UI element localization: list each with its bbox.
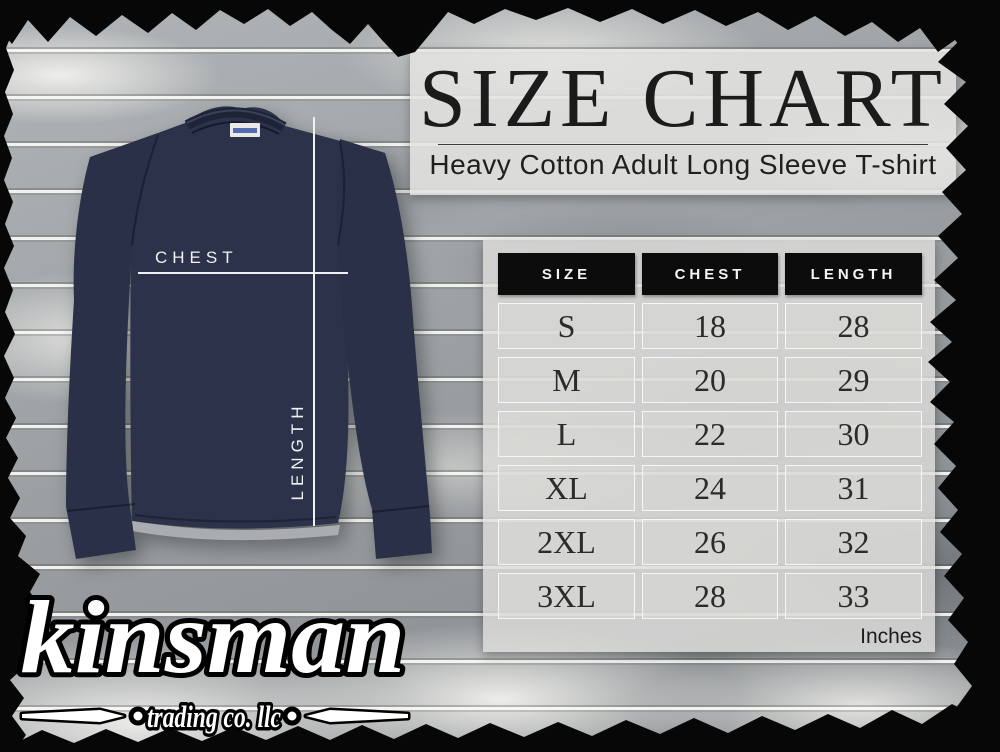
chest-cell: 20 xyxy=(642,357,778,403)
size-cell: M xyxy=(498,357,635,403)
right-armhole-seam xyxy=(337,140,346,246)
length-cell: 29 xyxy=(785,357,922,403)
title-panel: SIZE CHART Heavy Cotton Adult Long Sleev… xyxy=(410,49,956,195)
size-cell: XL xyxy=(498,465,635,511)
brand-tagline: trading co. llc xyxy=(147,699,281,734)
length-cell: 28 xyxy=(785,303,922,349)
left-armhole-seam xyxy=(131,134,159,246)
left-cuff-seam xyxy=(66,503,136,512)
collar-inner-seam xyxy=(191,121,280,135)
brand-logo: kinsman trading co. llc xyxy=(16,575,411,738)
column-header-size: SIZE xyxy=(498,253,635,295)
chest-cell: 18 xyxy=(642,303,778,349)
ornament-right-icon xyxy=(282,706,411,726)
shirt-back-hem xyxy=(130,520,340,541)
size-table: SIZE CHEST LENGTH S 18 28 M 20 29 L 22 3… xyxy=(498,253,935,619)
brand-name: kinsman xyxy=(21,580,406,695)
chest-cell: 24 xyxy=(642,465,778,511)
unit-label: Inches xyxy=(860,625,922,648)
collar-tag-print xyxy=(233,128,257,133)
chest-label: CHEST xyxy=(155,248,238,267)
size-cell: 2XL xyxy=(498,519,635,565)
ornament-left-icon xyxy=(19,706,148,726)
shirt-body xyxy=(90,106,385,529)
size-cell: S xyxy=(498,303,635,349)
right-cuff-seam xyxy=(371,505,430,513)
length-cell: 32 xyxy=(785,519,922,565)
chest-cell: 22 xyxy=(642,411,778,457)
shirt-right-sleeve xyxy=(337,139,432,559)
length-cell: 33 xyxy=(785,573,922,619)
length-label: LENGTH xyxy=(288,401,307,501)
column-header-chest: CHEST xyxy=(642,253,778,295)
shirt-left-sleeve xyxy=(66,133,158,559)
chest-cell: 28 xyxy=(642,573,778,619)
chest-measure-line xyxy=(138,272,348,274)
shirt-illustration xyxy=(66,106,432,559)
column-header-length: LENGTH xyxy=(785,253,922,295)
collar-highlight xyxy=(186,109,286,126)
collar-band xyxy=(184,107,287,132)
size-cell: L xyxy=(498,411,635,457)
page-subtitle: Heavy Cotton Adult Long Sleeve T-shirt xyxy=(429,149,937,180)
length-cell: 31 xyxy=(785,465,922,511)
size-table-panel: SIZE CHEST LENGTH S 18 28 M 20 29 L 22 3… xyxy=(483,240,935,652)
page-title: SIZE CHART xyxy=(419,52,947,145)
length-cell: 30 xyxy=(785,411,922,457)
title-underline xyxy=(438,144,928,145)
hem-seam xyxy=(134,514,337,523)
length-measure-line xyxy=(313,117,315,526)
chest-cell: 26 xyxy=(642,519,778,565)
size-cell: 3XL xyxy=(498,573,635,619)
